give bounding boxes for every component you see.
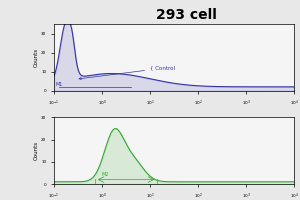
Text: M2: M2 — [102, 172, 110, 177]
Text: 293 cell: 293 cell — [156, 8, 216, 22]
Text: { Control: { Control — [79, 66, 175, 80]
Text: M1: M1 — [56, 82, 63, 87]
Y-axis label: Counts: Counts — [33, 48, 38, 67]
Y-axis label: Counts: Counts — [33, 141, 38, 160]
